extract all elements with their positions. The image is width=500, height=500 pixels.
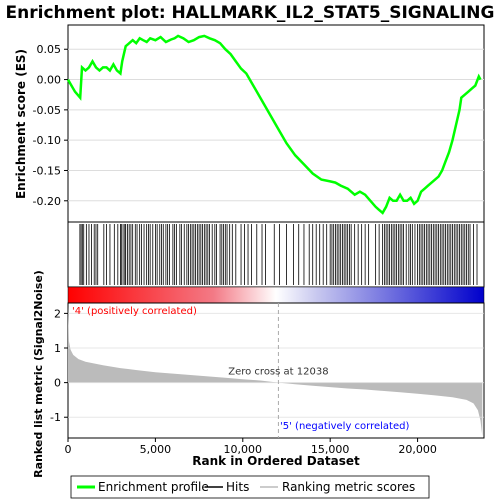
x-axis-label: Rank in Ordered Dataset (192, 454, 360, 468)
enrichment-profile-line (66, 34, 482, 215)
legend-item-hits: Hits (205, 480, 249, 494)
legend-item-ranking-metric: Ranking metric scores (260, 480, 415, 494)
positive-correlation-label: '4' (positively correlated) (72, 306, 197, 317)
es-tick-label: -0.15 (33, 164, 61, 177)
es-y-ticks: 0.05 0.00 -0.05 -0.10 -0.15 -0.20 (33, 43, 68, 208)
metric-tick-label: -1 (50, 411, 61, 424)
legend-label-enrichment-profile: Enrichment profile (98, 480, 209, 494)
x-tick-label: 20,000 (398, 443, 437, 456)
hits-panel-frame (67, 221, 485, 288)
metric-tick-label: 0 (54, 377, 61, 390)
es-gridlines (68, 48, 484, 202)
negative-correlation-label: '5' (negatively correlated) (280, 421, 409, 432)
legend-item-enrichment-profile: Enrichment profile (77, 480, 209, 494)
rank-color-bar (67, 286, 485, 304)
legend-label-ranking-metric: Ranking metric scores (282, 480, 415, 494)
x-tick-label: 0 (65, 443, 72, 456)
metric-y-ticks: 2 1 0 -1 (50, 307, 68, 424)
es-tick-label: -0.05 (33, 104, 61, 117)
metric-gridlines (68, 312, 484, 418)
es-tick-label: -0.20 (33, 195, 61, 208)
x-axis-ticks: 0 5,000 10,000 15,000 20,000 (65, 438, 437, 456)
zero-cross-label: Zero cross at 12038 (228, 367, 328, 378)
x-tick-label: 5,000 (140, 443, 172, 456)
x-tick-label: 10,000 (224, 443, 263, 456)
es-y-axis-label: Enrichment score (ES) (14, 49, 28, 199)
es-tick-label: -0.10 (33, 134, 61, 147)
metric-tick-label: 1 (54, 342, 61, 355)
es-tick-label: 0.00 (37, 74, 62, 87)
legend-box (70, 475, 430, 499)
chart-title: Enrichment plot: HALLMARK_IL2_STAT5_SIGN… (6, 3, 495, 23)
es-tick-label: 0.05 (37, 43, 62, 56)
hit-markers (79, 224, 478, 285)
legend-label-hits: Hits (226, 480, 249, 494)
x-tick-label: 15,000 (311, 443, 350, 456)
metric-tick-label: 2 (54, 307, 61, 320)
metric-y-axis-label: Ranked list metric (Signal2Noise) (32, 270, 45, 478)
